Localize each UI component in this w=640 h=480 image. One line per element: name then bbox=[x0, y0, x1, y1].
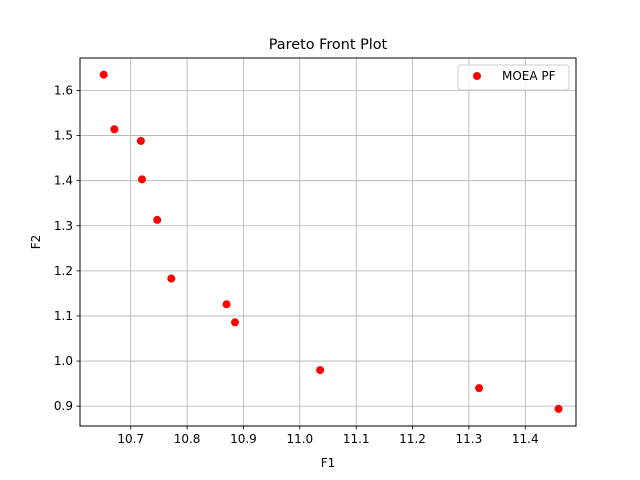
data-point bbox=[475, 384, 484, 393]
y-tick-label: 0.9 bbox=[54, 399, 73, 413]
x-tick-label: 11.4 bbox=[512, 432, 539, 446]
data-point bbox=[231, 318, 239, 327]
data-point bbox=[316, 366, 325, 375]
y-tick-label: 1.2 bbox=[54, 264, 73, 278]
x-axis-ticks: 10.7 10.8 10.9 11.0 11.1 11.2 11.3 11.4 bbox=[117, 426, 539, 446]
data-point bbox=[136, 136, 145, 145]
data-points bbox=[99, 70, 563, 413]
y-axis-ticks: 0.9 1.0 1.1 1.2 1.3 1.4 1.5 1.6 bbox=[54, 83, 80, 413]
data-point bbox=[99, 70, 108, 79]
x-tick-label: 11.0 bbox=[286, 432, 313, 446]
y-axis-label: F2 bbox=[29, 235, 43, 250]
x-tick-label: 10.7 bbox=[117, 432, 144, 446]
y-tick-label: 1.5 bbox=[54, 129, 73, 143]
data-point bbox=[153, 215, 162, 224]
legend-box bbox=[457, 64, 570, 91]
legend: MOEA PF bbox=[457, 64, 570, 91]
x-axis-label: F1 bbox=[321, 456, 336, 470]
x-tick-label: 11.3 bbox=[456, 432, 483, 446]
legend-marker bbox=[473, 72, 481, 80]
y-tick-label: 1.3 bbox=[54, 219, 73, 233]
x-tick-label: 11.1 bbox=[343, 432, 370, 446]
x-tick-label: 11.2 bbox=[399, 432, 426, 446]
plot-frame bbox=[79, 57, 577, 427]
data-point bbox=[222, 300, 231, 309]
data-point bbox=[167, 274, 176, 283]
x-tick-label: 10.8 bbox=[174, 432, 201, 446]
x-tick-label: 10.9 bbox=[230, 432, 257, 446]
y-tick-label: 1.0 bbox=[54, 354, 73, 368]
y-tick-label: 1.4 bbox=[54, 174, 73, 188]
data-point bbox=[138, 175, 146, 184]
y-tick-label: 1.1 bbox=[54, 309, 73, 323]
chart-title: Pareto Front Plot bbox=[269, 37, 388, 53]
legend-label: MOEA PF bbox=[502, 69, 556, 83]
y-tick-label: 1.6 bbox=[54, 83, 73, 97]
grid-lines bbox=[80, 58, 576, 426]
data-point bbox=[110, 125, 119, 134]
data-point bbox=[554, 404, 563, 413]
